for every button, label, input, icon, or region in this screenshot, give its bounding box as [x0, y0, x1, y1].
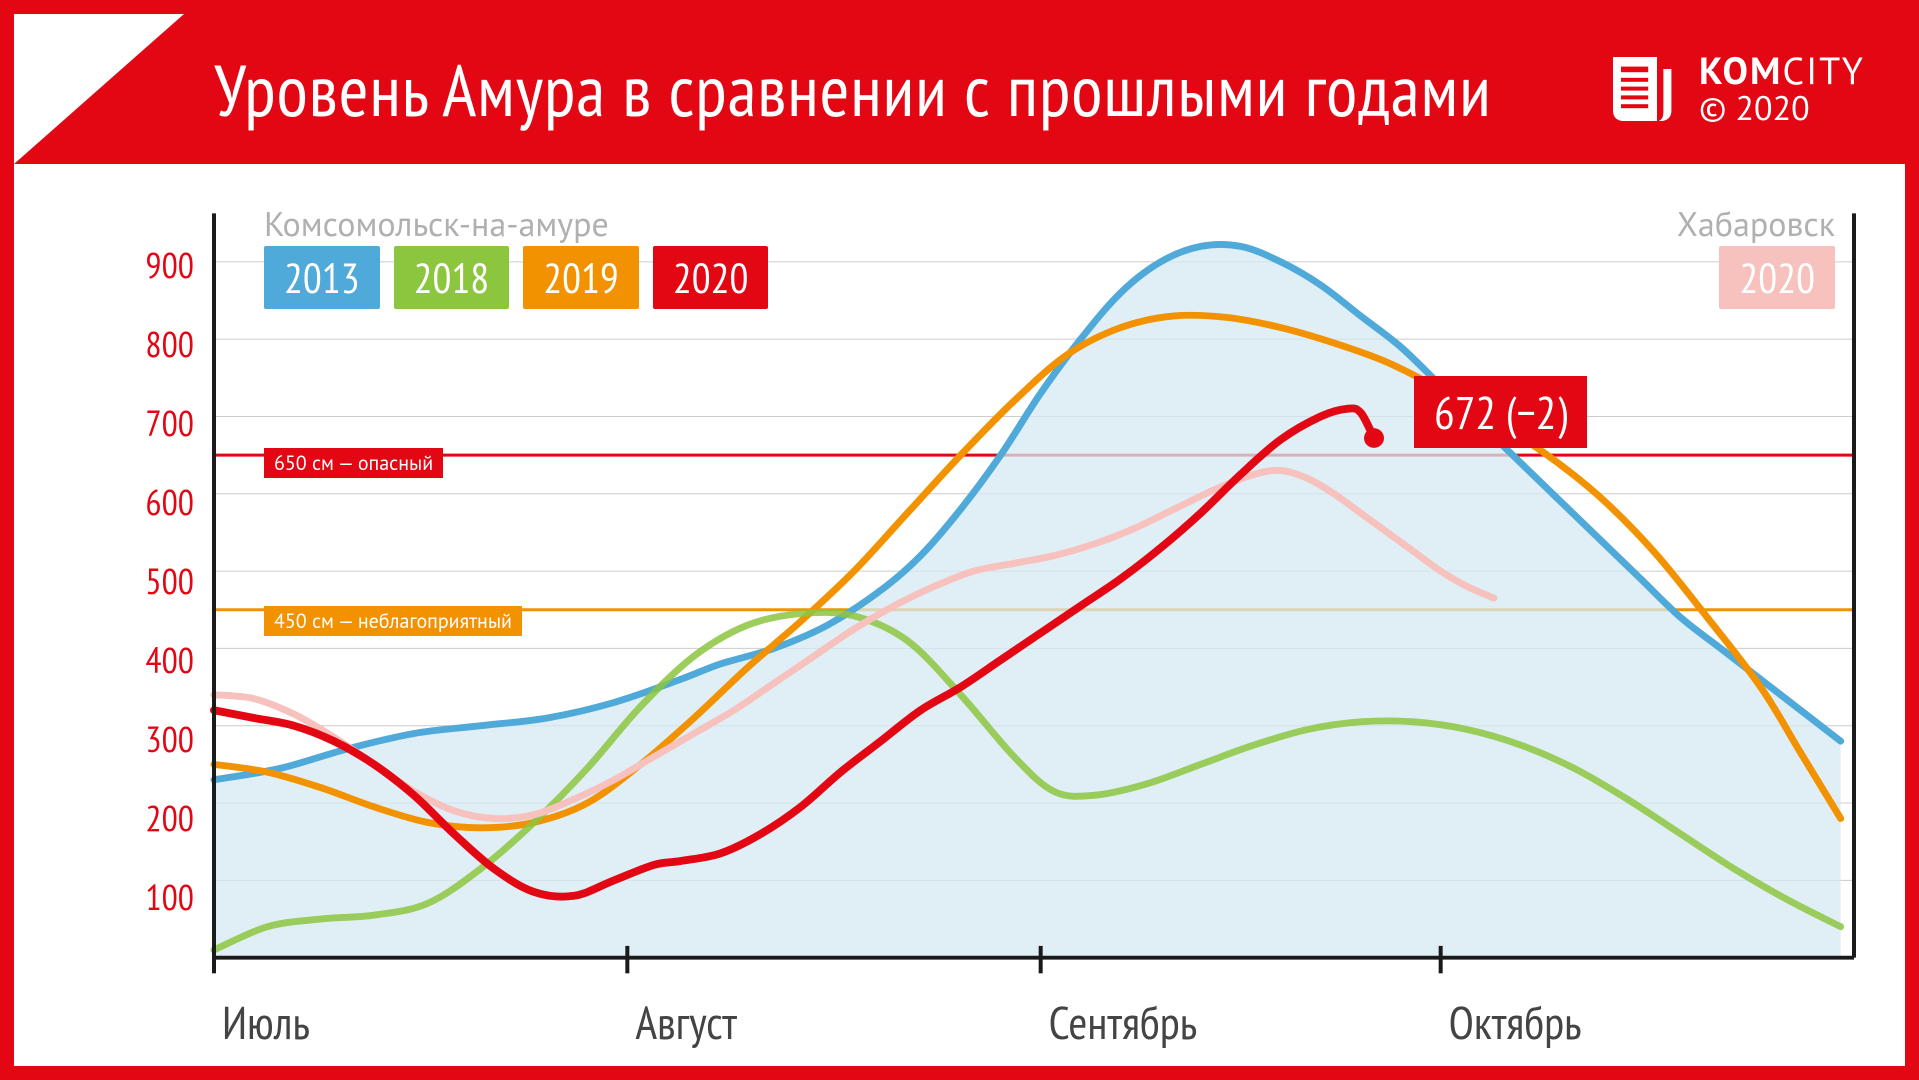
legend-item: 2020 [1719, 246, 1835, 309]
legend-city-left: Комсомольск-на-амуре [264, 202, 609, 246]
legend-right: 2020 [1719, 246, 1835, 309]
x-month-label: Сентябрь [1049, 992, 1198, 1052]
legend-left: 2013201820192020 [264, 246, 768, 309]
header-corner-cut [14, 14, 184, 164]
y-tick-label: 200 [104, 794, 194, 841]
y-tick-label: 600 [104, 478, 194, 525]
infographic-frame: Уровень Амура в сравнении с прошлыми год… [0, 0, 1919, 1080]
x-month-label: Июль [222, 992, 310, 1052]
legend-item: 2013 [264, 246, 380, 309]
y-tick-label: 400 [104, 636, 194, 683]
legend-city-right: Хабаровск [1677, 202, 1835, 246]
brand-text: KOMCITY © 2020 [1699, 51, 1865, 127]
threshold-label: 450 см — неблагоприятный [264, 606, 522, 636]
brand-logo: KOMCITY © 2020 [1601, 49, 1865, 129]
newspaper-icon [1601, 49, 1681, 129]
threshold-label: 650 см — опасный [264, 448, 443, 478]
x-month-label: Октябрь [1449, 992, 1582, 1052]
legend-item: 2018 [394, 246, 510, 309]
header-bar: Уровень Амура в сравнении с прошлыми год… [14, 14, 1905, 164]
y-tick-label: 500 [104, 557, 194, 604]
page-title: Уровень Амура в сравнении с прошлыми год… [214, 43, 1601, 136]
y-tick-label: 900 [104, 241, 194, 288]
x-month-label: Август [635, 992, 737, 1052]
y-tick-label: 800 [104, 320, 194, 367]
y-tick-label: 700 [104, 399, 194, 446]
brand-copyright: © 2020 [1699, 91, 1865, 127]
y-tick-label: 300 [104, 715, 194, 762]
y-tick-label: 100 [104, 873, 194, 920]
chart-area: 100200300400500600700800900ИюльАвгустСен… [54, 184, 1865, 1036]
current-value-callout: 672 (−2) [1414, 376, 1587, 448]
legend-item: 2019 [523, 246, 639, 309]
legend-item: 2020 [653, 246, 769, 309]
